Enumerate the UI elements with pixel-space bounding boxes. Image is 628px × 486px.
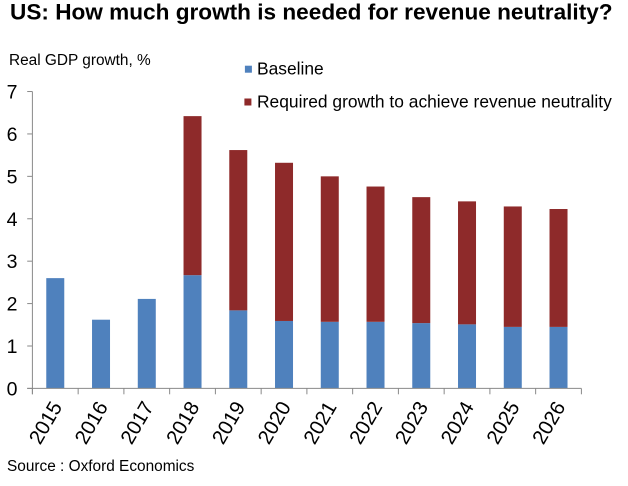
svg-text:Baseline: Baseline bbox=[257, 59, 324, 79]
svg-text:0: 0 bbox=[7, 378, 18, 400]
svg-text:6: 6 bbox=[7, 124, 18, 146]
svg-text:US: How much growth is needed: US: How much growth is needed for revenu… bbox=[10, 0, 613, 25]
svg-text:5: 5 bbox=[7, 166, 18, 188]
svg-text:4: 4 bbox=[7, 209, 18, 231]
svg-text:Source : Oxford Economics: Source : Oxford Economics bbox=[7, 458, 195, 475]
svg-text:Real GDP growth, %: Real GDP growth, % bbox=[9, 52, 151, 69]
svg-text:3: 3 bbox=[7, 251, 18, 273]
svg-text:Required growth to achieve rev: Required growth to achieve revenue neutr… bbox=[257, 92, 612, 112]
svg-text:1: 1 bbox=[7, 336, 18, 358]
svg-text:7: 7 bbox=[7, 82, 18, 104]
svg-text:2: 2 bbox=[7, 294, 18, 316]
